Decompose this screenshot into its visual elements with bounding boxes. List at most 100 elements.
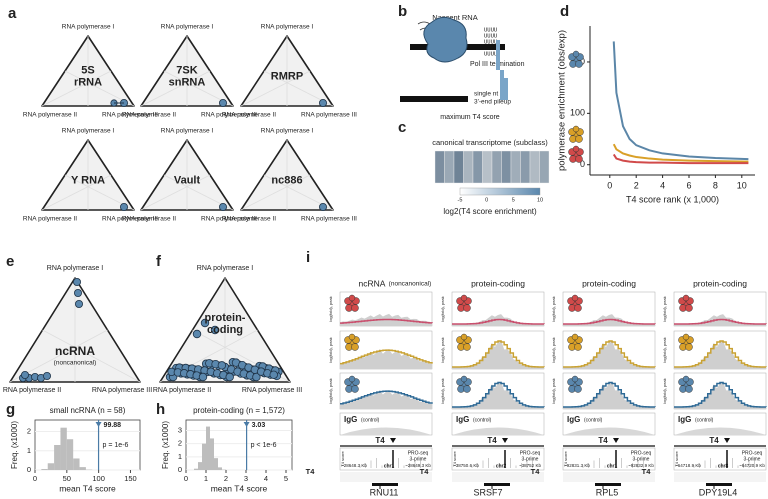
igg-label: IgG (567, 415, 580, 424)
label: RNA polymerase III (301, 216, 357, 223)
icon-blob (572, 145, 580, 153)
gene-track (563, 472, 655, 482)
coordinate: ~28648.3 Kb (341, 463, 367, 468)
heatmap-cell (434, 150, 445, 184)
chart-title: small ncRNA (n = 58) (50, 406, 126, 415)
rna-name: snRNA (169, 77, 206, 89)
track-axis-label: log(fold), peak (551, 296, 556, 321)
colorbar-tick: 10 (537, 197, 543, 203)
coordinate: ~64718.9 Kb (675, 463, 701, 468)
icon-blob (460, 333, 468, 341)
dot (318, 202, 327, 211)
icon-blob (571, 375, 579, 383)
dot (318, 99, 327, 108)
gene-name: SRSF7 (473, 487, 502, 497)
column-title: protein-coding (693, 278, 747, 288)
polymerase-icon (678, 375, 694, 393)
rna-name: 5S (81, 65, 94, 77)
tss-arrow (379, 483, 388, 489)
p-value: p = 1e-6 (103, 442, 129, 449)
histogram-bar (79, 467, 86, 470)
label: RNA polymerase II (122, 216, 176, 223)
y-axis-label: Freq. (x1000) (161, 421, 170, 469)
rna-name: Vault (174, 175, 201, 187)
t4-marker (724, 438, 730, 443)
x-tick-label: 8 (713, 180, 718, 190)
label: RNA polymerase I (62, 128, 115, 135)
icon-blob (575, 135, 583, 143)
icon-blob (460, 294, 468, 302)
icon-blob (682, 294, 690, 302)
label: RNA polymerase I (161, 24, 214, 31)
rna-name: Y RNA (71, 175, 105, 187)
igg-signal (674, 427, 766, 435)
colorbar-tick: -5 (458, 197, 463, 203)
label: Nascent RNA (432, 13, 477, 22)
rna-name: RMRP (271, 71, 303, 83)
histogram-bar (194, 468, 198, 470)
heatmap-cell (463, 150, 474, 184)
x-tick-label: 4 (264, 474, 268, 483)
track-axis-label: T4 score (452, 450, 457, 466)
proseq-label: PRO-seq (520, 450, 541, 456)
label: single nt (474, 91, 498, 98)
polymerase-blob (423, 16, 468, 63)
y-tick-label: 2 (27, 427, 31, 436)
polymerase-icon (678, 333, 694, 351)
igg-signal (340, 427, 432, 435)
heatmap-cell (482, 150, 493, 184)
proseq-label: 3-prime (633, 456, 650, 462)
chromosome: chr2 (496, 463, 507, 469)
heatmap-cell (520, 150, 531, 184)
histogram-bar (60, 427, 67, 470)
coordinate: ~92832.9 Kb (628, 463, 654, 468)
y-tick-label: 0 (27, 465, 31, 474)
signal-area (674, 339, 766, 369)
icon-blob (682, 375, 690, 383)
igg-control: (control) (473, 417, 492, 423)
y-axis-label: Freq. (x1000) (10, 421, 19, 469)
chromosome: chr1 (384, 463, 395, 469)
signal-step (452, 381, 545, 408)
icon-blob (572, 125, 580, 133)
signal-step (340, 390, 433, 405)
column-title: protein-coding (582, 278, 636, 288)
track-axis-label: log(fold), peak (662, 337, 667, 362)
polymerase-icon (456, 294, 472, 312)
label: RNA polymerase III (201, 216, 257, 223)
t4-marker (390, 438, 396, 443)
track-axis-label: log(fold), peak (551, 378, 556, 403)
icon-blob (575, 60, 583, 68)
label: RNA polymerase I (197, 265, 253, 272)
tss-arrow (602, 483, 611, 489)
signal-area (674, 381, 766, 409)
line (612, 153, 749, 165)
x-tick-label: 10 (737, 180, 747, 190)
signal-step (563, 381, 656, 408)
rna-name: 7SK (176, 65, 197, 77)
histogram-bar (41, 469, 48, 470)
histogram-bar (214, 458, 218, 470)
dot (73, 277, 82, 286)
x-tick-label: 3 (244, 474, 248, 483)
icon-blob (463, 304, 471, 312)
histogram-bar (66, 439, 74, 470)
ternary-guide (240, 174, 311, 211)
histogram-bar (198, 462, 202, 470)
dot (120, 202, 129, 211)
label: maximum T4 score (440, 114, 499, 121)
ternary-guide (41, 174, 112, 211)
signal-area (563, 381, 655, 409)
proseq-label: PRO-seq (408, 450, 429, 456)
track-axis-label: log(fold), peak (440, 378, 445, 403)
track-axis-label: log(fold), peak (440, 337, 445, 362)
u-tail: UUUU (484, 52, 497, 58)
dot (198, 372, 208, 382)
x-tick-label: 4 (660, 180, 665, 190)
label: RNA polymerase III (301, 112, 357, 119)
ternary-guide (140, 174, 211, 211)
signal-area (452, 339, 544, 369)
track-axis-label: log(fold), peak (551, 337, 556, 362)
signal-area (452, 381, 544, 409)
